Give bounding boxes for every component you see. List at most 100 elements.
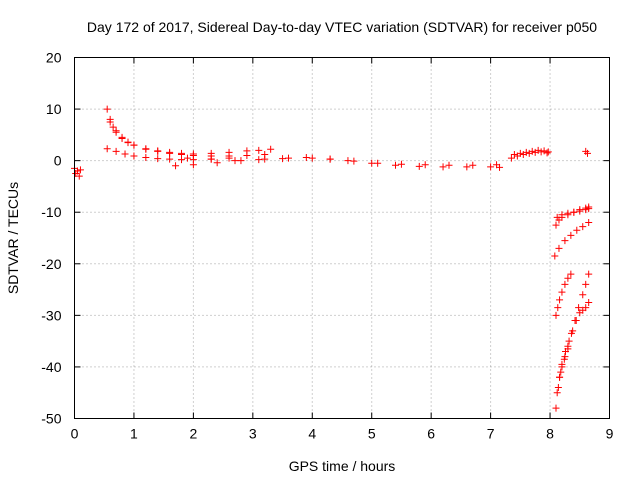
x-tick-label: 3: [249, 426, 257, 442]
data-point: [350, 157, 358, 165]
data-point: [487, 163, 495, 171]
data-point: [552, 221, 560, 229]
data-point: [516, 149, 524, 157]
data-point: [225, 154, 233, 162]
axis-ticks: 0 1 2 3 4 5 6 7 8 9 20 10 0 -10 -20 -30 -40 -50: [41, 50, 613, 442]
x-tick-label: 1: [130, 426, 138, 442]
data-point: [575, 304, 583, 312]
data-point: [112, 127, 120, 135]
data-point: [130, 152, 138, 160]
data-point: [572, 317, 580, 325]
data-point: [555, 244, 563, 252]
data-point: [109, 123, 117, 131]
data-point: [510, 150, 518, 158]
chart-title: Day 172 of 2017, Sidereal Day-to-day VTE…: [87, 19, 597, 35]
data-point: [585, 219, 593, 227]
data-point: [261, 155, 269, 163]
data-point: [255, 156, 263, 164]
x-tick-label: 5: [368, 426, 376, 442]
data-point: [255, 146, 263, 154]
data-point: [585, 205, 593, 213]
data-point: [154, 155, 162, 163]
data-point: [569, 327, 577, 335]
data-point: [551, 252, 559, 260]
data-point: [573, 226, 581, 234]
data-point: [279, 155, 287, 163]
data-point: [558, 363, 566, 371]
data-point: [553, 213, 561, 221]
data-point: [561, 280, 569, 288]
y-tick-label: -40: [41, 359, 61, 375]
data-point: [103, 105, 111, 113]
data-point: [552, 311, 560, 319]
data-point: [582, 304, 590, 312]
x-tick-label: 9: [606, 426, 614, 442]
data-point: [554, 384, 562, 392]
data-point: [540, 147, 548, 155]
x-tick-label: 6: [427, 426, 435, 442]
data-point: [178, 156, 185, 164]
y-tick-label: 20: [46, 50, 62, 66]
data-point: [528, 147, 536, 155]
data-point: [567, 270, 575, 278]
data-point: [558, 288, 566, 296]
data-point: [561, 237, 569, 245]
data-point: [374, 159, 382, 167]
x-tick-label: 4: [308, 426, 316, 442]
data-point: [118, 133, 126, 141]
data-point: [397, 160, 405, 168]
data-point: [534, 146, 542, 154]
data-point: [154, 147, 162, 155]
data-point: [585, 270, 593, 278]
data-point: [579, 291, 587, 299]
data-point: [537, 148, 545, 156]
data-point: [243, 151, 251, 159]
data-point: [344, 157, 352, 165]
data-point: [585, 298, 593, 306]
data-point: [106, 118, 114, 126]
data-point: [368, 159, 376, 167]
data-point: [183, 154, 191, 162]
data-point: [445, 161, 453, 169]
y-tick-label: -30: [41, 307, 61, 323]
data-point: [570, 208, 578, 216]
data-point: [121, 150, 129, 158]
data-point: [493, 161, 501, 169]
data-point: [308, 154, 316, 162]
data-point: [237, 157, 245, 165]
data-point: [231, 157, 239, 165]
data-point: [554, 304, 562, 312]
y-tick-label: -50: [41, 411, 61, 427]
data-point: [564, 209, 572, 217]
data-point: [567, 231, 575, 239]
data-point: [213, 159, 221, 167]
y-axis-label: SDTVAR / TECUs: [5, 182, 21, 294]
data-point: [556, 373, 564, 381]
x-tick-label: 8: [546, 426, 554, 442]
data-point: [522, 148, 530, 156]
data-point: [507, 154, 515, 162]
x-tick-label: 0: [71, 426, 79, 442]
data-point: [439, 163, 447, 171]
x-tick-label: 7: [487, 426, 495, 442]
data-point: [561, 353, 569, 361]
data-point: [558, 211, 566, 219]
data-point: [584, 149, 592, 157]
data-point: [463, 163, 471, 171]
data-point: [130, 141, 138, 149]
data-point: [469, 161, 477, 169]
data-point: [582, 206, 590, 214]
data-point: [112, 147, 120, 155]
data-point: [564, 345, 572, 353]
data-point: [415, 162, 423, 170]
data-point: [73, 167, 81, 175]
data-point: [267, 145, 275, 153]
data-point: [124, 138, 132, 146]
data-point: [172, 162, 180, 170]
data-point: [421, 161, 429, 169]
data-point: [556, 296, 564, 304]
x-tick-label: 2: [189, 426, 197, 442]
y-tick-label: 0: [54, 153, 62, 169]
data-point: [142, 154, 150, 162]
